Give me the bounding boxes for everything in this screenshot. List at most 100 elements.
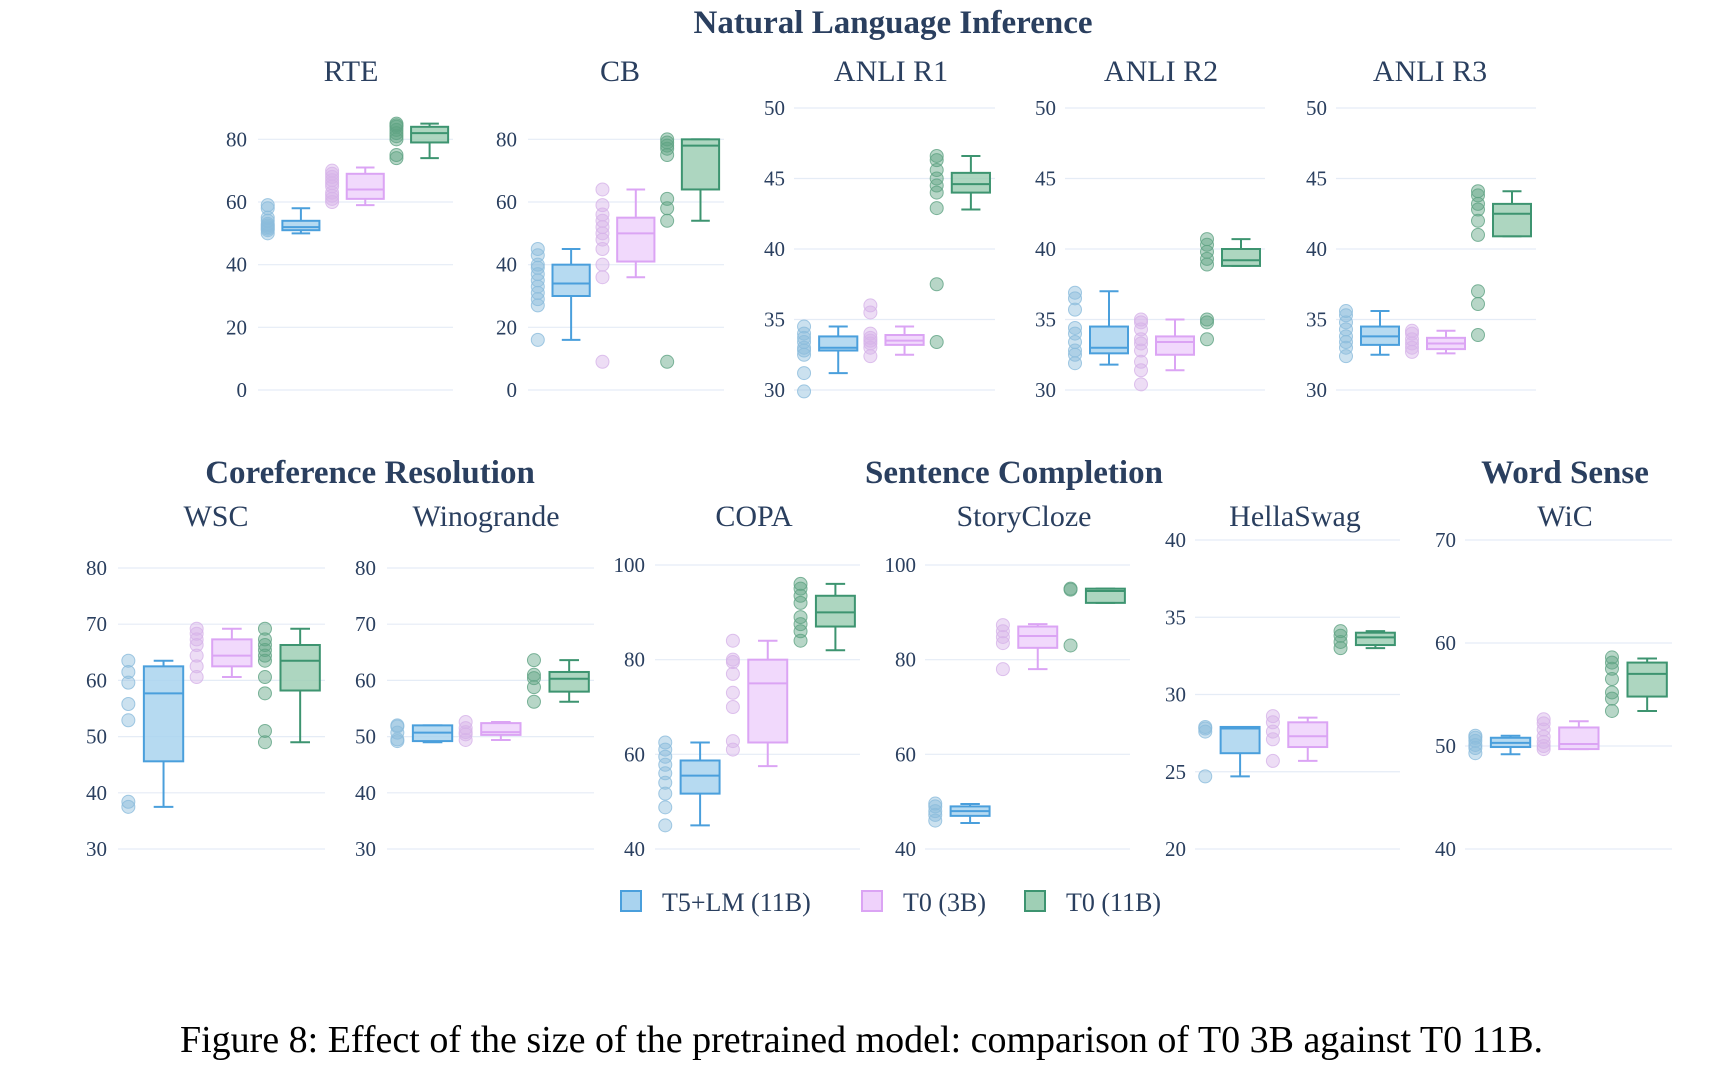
data-point <box>1471 328 1485 343</box>
data-point <box>1068 291 1082 306</box>
y-tick-label: 100 <box>614 553 646 577</box>
data-point <box>797 366 812 381</box>
box <box>1626 661 1668 698</box>
data-point <box>797 340 812 355</box>
data-point <box>929 163 944 178</box>
y-tick-label: 40 <box>624 837 645 861</box>
y-tick-label: 60 <box>895 742 916 766</box>
data-point <box>929 185 944 200</box>
data-point <box>658 775 673 790</box>
data-point <box>797 319 812 334</box>
y-tick-label: 50 <box>1435 734 1456 758</box>
data-point <box>257 653 272 668</box>
data-point <box>1134 354 1148 369</box>
data-point <box>1068 285 1082 300</box>
series-t0-11b <box>660 132 721 369</box>
y-tick-label: 30 <box>355 837 376 861</box>
data-point <box>1200 237 1214 252</box>
y-tick-label: 25 <box>1165 760 1186 784</box>
data-point <box>121 653 136 668</box>
series-t0-3b <box>1405 323 1466 359</box>
box <box>1492 202 1532 238</box>
data-point <box>863 305 878 320</box>
legend-label: T5+LM (11B) <box>662 888 811 917</box>
panel-wic: WiC 40 50 60 70 <box>1435 500 1672 861</box>
series-t0-11b <box>1333 624 1396 656</box>
data-point <box>1339 304 1353 319</box>
group-title-natural-language-inference: Natural Language Inference <box>693 5 1092 41</box>
y-tick-label: 80 <box>496 127 517 151</box>
y-tick-label: 70 <box>86 612 107 636</box>
y-tick-label: 50 <box>86 725 107 749</box>
box <box>1558 726 1600 751</box>
figure-caption: Figure 8: Effect of the size of the pret… <box>179 1019 1544 1061</box>
y-tick-label: 60 <box>496 190 517 214</box>
y-tick-label: 80 <box>355 556 376 580</box>
data-point <box>1468 733 1483 748</box>
data-point <box>658 735 673 750</box>
data-point <box>1134 343 1148 358</box>
series-t0-3b <box>325 163 385 209</box>
data-point <box>257 735 272 750</box>
data-point <box>257 723 272 738</box>
data-point <box>1339 315 1353 330</box>
data-point <box>793 576 808 591</box>
box <box>480 722 522 736</box>
y-tick-label: 35 <box>1165 605 1186 629</box>
panel-winogrande: Winogrande 30 40 50 60 70 80 <box>355 500 594 861</box>
box <box>410 125 450 144</box>
data-point <box>1471 227 1485 242</box>
y-tick-label: 60 <box>226 190 247 214</box>
data-point <box>1134 332 1148 347</box>
data-point <box>929 148 944 163</box>
legend-item-t5-lm-11b: T5+LM (11B) <box>620 888 811 917</box>
legend-swatch <box>861 890 883 912</box>
box <box>1221 248 1261 267</box>
data-point <box>928 796 943 811</box>
y-tick-label: 60 <box>86 668 107 692</box>
panel-anli-r1: ANLI R1 30 35 40 45 50 <box>764 55 995 402</box>
data-point <box>189 670 204 685</box>
data-point <box>793 610 808 625</box>
series-t5-lm-11b <box>260 198 321 241</box>
data-point <box>995 629 1010 644</box>
data-point <box>658 786 673 801</box>
panel-title: ANLI R3 <box>1373 55 1487 88</box>
data-point <box>121 799 136 814</box>
data-point <box>1339 340 1353 355</box>
data-point <box>257 648 272 663</box>
data-point <box>325 163 340 178</box>
data-point <box>1200 251 1214 266</box>
y-tick-label: 45 <box>764 167 785 191</box>
data-point <box>1604 672 1619 687</box>
panel-title: CB <box>600 55 640 88</box>
data-point <box>121 794 136 809</box>
data-point <box>863 330 878 345</box>
data-point <box>660 135 675 150</box>
data-point <box>325 166 340 181</box>
y-tick-label: 100 <box>885 553 917 577</box>
data-point <box>1200 312 1214 327</box>
data-point <box>121 664 136 679</box>
data-point <box>1468 728 1483 743</box>
data-point <box>530 242 545 256</box>
data-point <box>1265 753 1280 768</box>
series-t0-11b <box>1063 581 1126 653</box>
data-point <box>390 718 405 733</box>
panel-hellaswag: HellaSwag 20 25 30 35 40 <box>1165 500 1400 861</box>
series-t0-3b <box>863 298 925 364</box>
series-t0-3b <box>595 182 656 369</box>
series-t0-11b <box>1471 184 1532 343</box>
data-point <box>526 653 541 668</box>
series-t0-3b <box>1134 312 1195 392</box>
data-point <box>1134 322 1148 337</box>
data-point <box>793 581 808 596</box>
data-point <box>257 670 272 685</box>
y-tick-label: 50 <box>764 96 785 120</box>
panel-title: ANLI R1 <box>834 55 948 88</box>
box <box>1219 725 1261 755</box>
data-point <box>1604 703 1619 718</box>
series-t5-lm-11b <box>121 653 185 814</box>
box <box>551 263 591 297</box>
data-point <box>1604 655 1619 670</box>
